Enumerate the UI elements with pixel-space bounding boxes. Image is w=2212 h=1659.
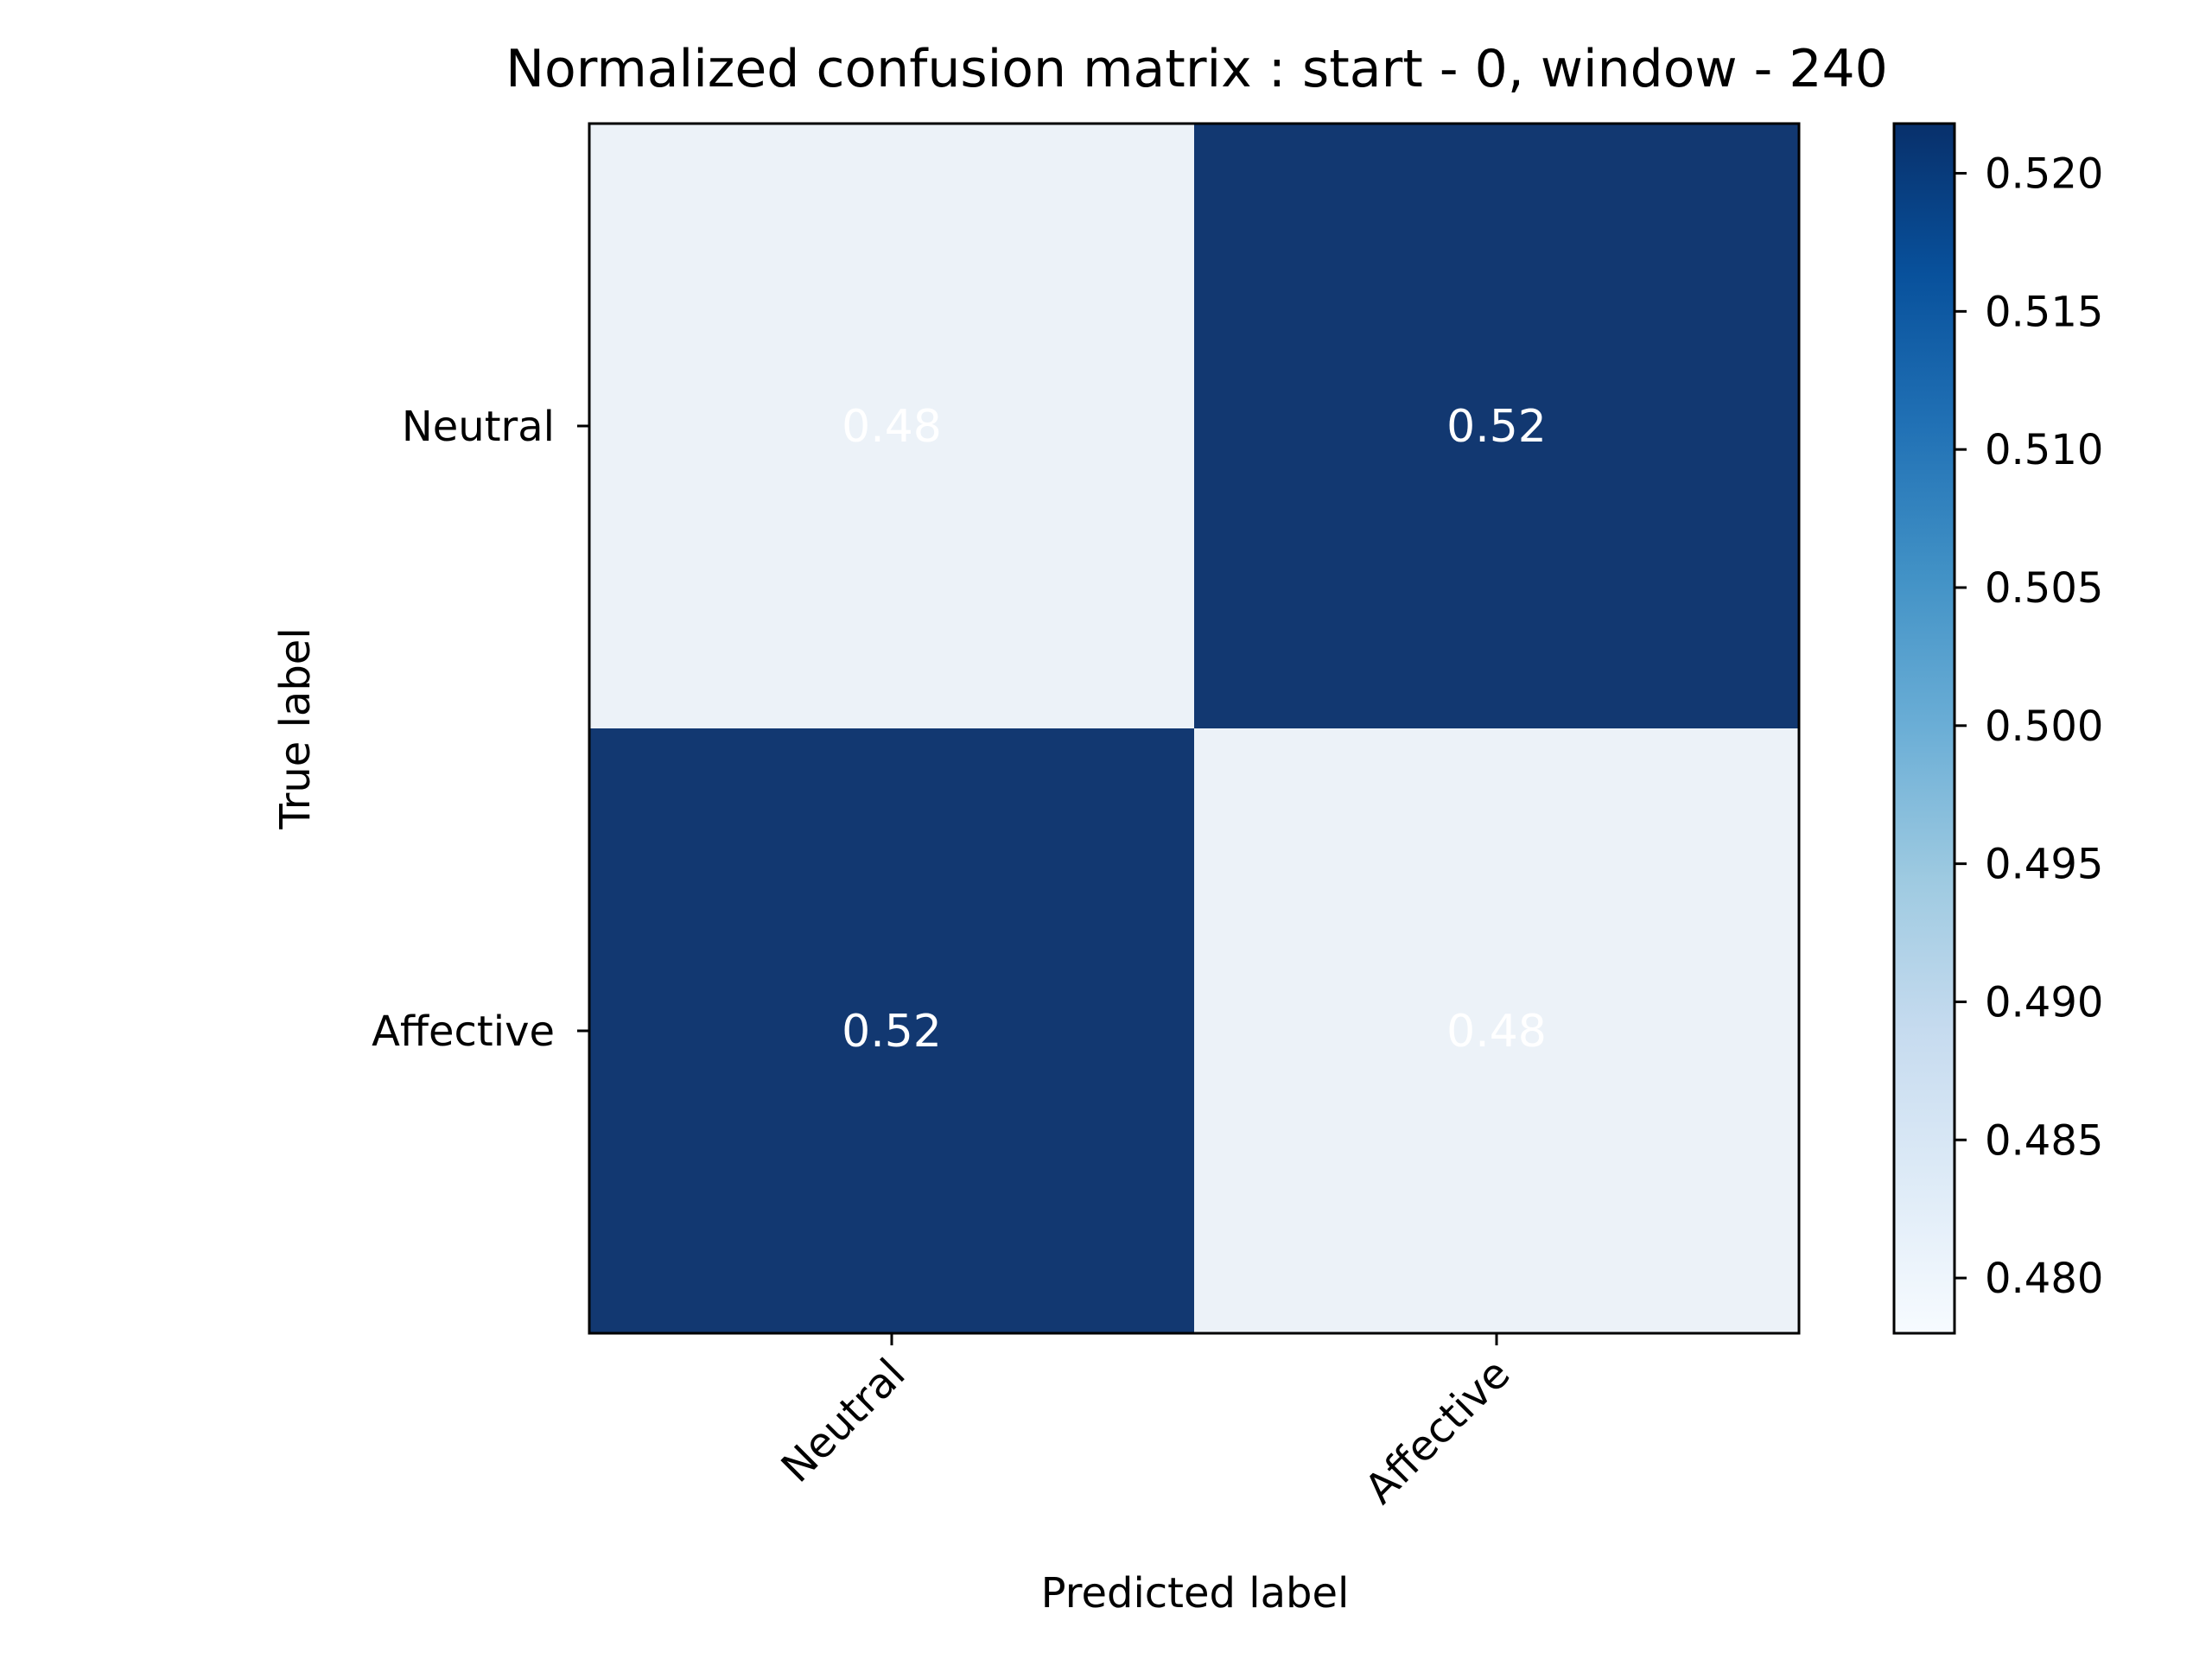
y-tick-label: Neutral [402, 403, 555, 451]
heatmap-cell [589, 124, 1194, 728]
x-axis-label: Predicted label [1041, 1569, 1350, 1618]
heatmap-cell [589, 728, 1194, 1333]
x-tick-label: Neutral [772, 1350, 915, 1492]
heatmap-cell [1194, 728, 1799, 1333]
heatmap-cell-labels: 0.48 0.52 0.52 0.48 [842, 401, 1547, 1058]
cell-value-label: 0.52 [1446, 401, 1547, 453]
x-axis-ticks: Neutral Affective [772, 1333, 1519, 1513]
colorbar-tick-label: 0.505 [1985, 564, 2103, 613]
colorbar-gradient [1894, 124, 1955, 1333]
colorbar-tick-label: 0.510 [1985, 426, 2103, 474]
cell-value-label: 0.48 [842, 401, 942, 453]
colorbar-tick-label: 0.490 [1985, 978, 2103, 1027]
cell-value-label: 0.48 [1446, 1006, 1547, 1058]
colorbar-frame [1892, 122, 1956, 1335]
colorbar-tick-label: 0.495 [1985, 841, 2103, 889]
heatmap-cell [1194, 124, 1799, 728]
heatmap-cells [589, 124, 1799, 1333]
plot-frame [588, 122, 1801, 1335]
colorbar-tick-label: 0.500 [1985, 702, 2103, 751]
chart-title: Normalized confusion matrix : start - 0,… [505, 39, 1888, 99]
x-tick-label: Affective [1356, 1350, 1519, 1513]
cell-value-label: 0.52 [842, 1006, 942, 1058]
colorbar-ticks: 0.480 0.485 0.490 0.495 0.500 0.505 0.510 0.515… [1955, 150, 2103, 1303]
colorbar-tick-label: 0.485 [1985, 1116, 2103, 1165]
y-axis-ticks: Neutral Affective [372, 403, 589, 1056]
colorbar-tick-label: 0.480 [1985, 1255, 2103, 1303]
colorbar-tick-label: 0.515 [1985, 288, 2103, 336]
colorbar-tick-label: 0.520 [1985, 150, 2103, 199]
y-axis-label: True label [271, 627, 320, 830]
y-tick-label: Affective [372, 1007, 555, 1056]
